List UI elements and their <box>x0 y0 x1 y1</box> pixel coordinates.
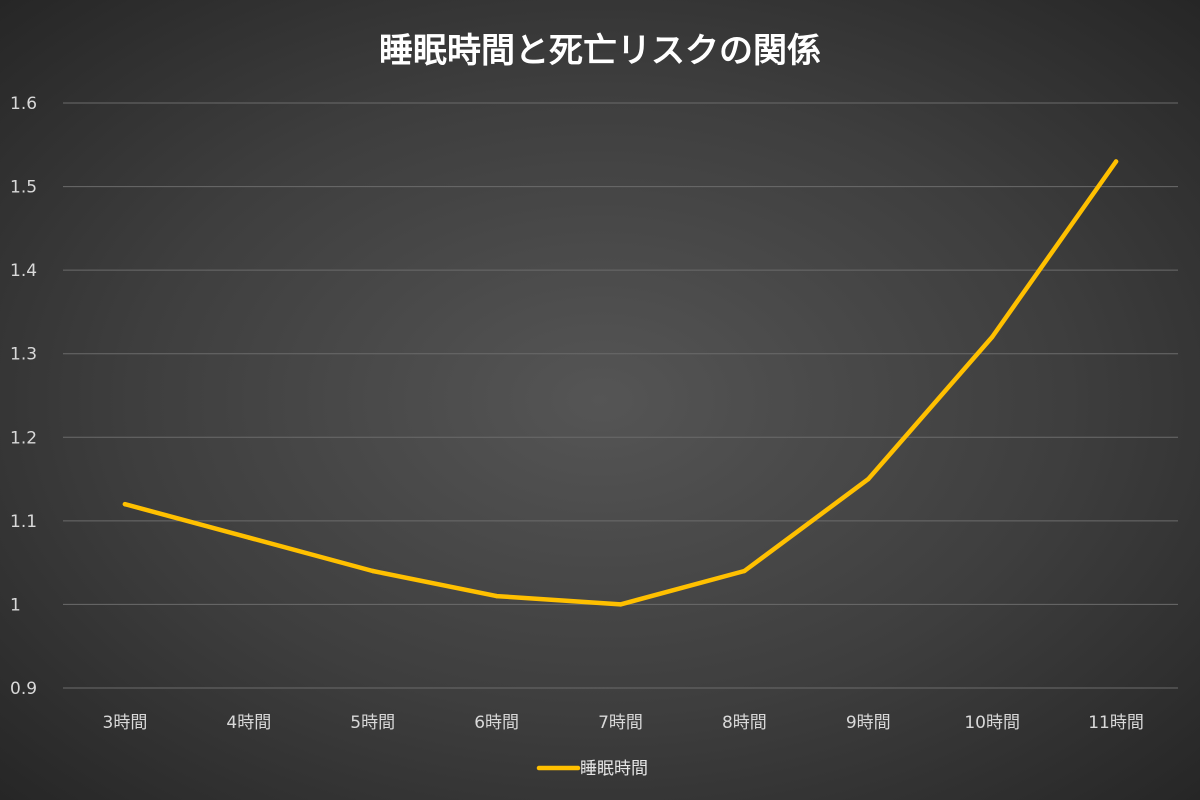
data-point <box>989 334 995 340</box>
data-point <box>618 602 623 607</box>
x-tick-label: 7時間 <box>598 713 643 733</box>
legend: 睡眠時間 <box>536 759 648 779</box>
series-line <box>122 159 1119 607</box>
x-tick-label: 6時間 <box>474 713 519 733</box>
x-tick-label: 11時間 <box>1088 713 1144 733</box>
data-point <box>370 568 375 574</box>
x-tick-label: 4時間 <box>226 713 271 733</box>
x-tick-label: 5時間 <box>350 713 395 733</box>
y-tick-label: 1.3 <box>10 345 37 365</box>
x-axis: 3時間 4時間 5時間 6時間 7時間 8時間 9時間 10時間 11時間 <box>103 713 1144 733</box>
data-point <box>122 501 128 507</box>
x-tick-label: 3時間 <box>103 713 148 733</box>
gridlines <box>63 102 1178 689</box>
data-point <box>866 476 871 482</box>
y-tick-label: 1.4 <box>10 261 37 281</box>
chart-title: 睡眠時間と死亡リスクの関係 <box>379 31 821 71</box>
legend-label: 睡眠時間 <box>580 759 648 779</box>
data-point <box>742 568 747 574</box>
data-point <box>1113 159 1119 164</box>
series-layer <box>122 159 1119 607</box>
y-tick-label: 0.9 <box>10 679 37 699</box>
x-tick-label: 9時間 <box>846 713 891 733</box>
y-tick-label: 1.6 <box>10 94 37 114</box>
x-tick-label: 10時間 <box>964 713 1020 733</box>
data-point <box>494 593 499 599</box>
data-point <box>246 535 252 540</box>
y-tick-label: 1.5 <box>10 178 37 198</box>
y-tick-label: 1.1 <box>10 512 37 532</box>
x-tick-label: 8時間 <box>722 713 767 733</box>
y-axis: 0.9 1 1.1 1.2 1.3 1.4 1.5 1.6 <box>10 94 37 699</box>
y-tick-label: 1 <box>10 595 21 615</box>
y-tick-label: 1.2 <box>10 428 37 448</box>
